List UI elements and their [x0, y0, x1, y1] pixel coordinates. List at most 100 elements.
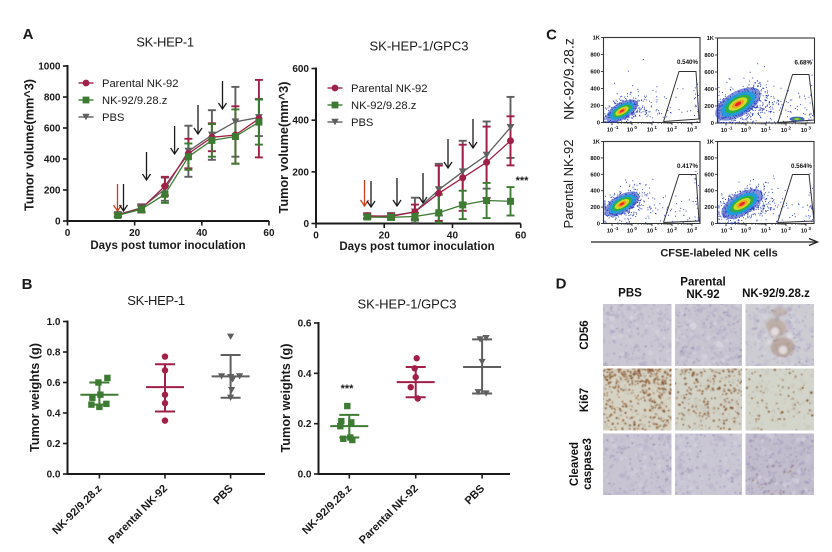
- svg-text:Ki67: Ki67: [579, 388, 591, 412]
- svg-text:0: 0: [303, 219, 309, 230]
- svg-text:60: 60: [515, 231, 527, 242]
- svg-text:0: 0: [711, 121, 714, 127]
- svg-text:800: 800: [704, 156, 714, 162]
- svg-text:PBS: PBS: [618, 288, 642, 300]
- svg-text:60: 60: [263, 228, 275, 239]
- svg-text:0.6: 0.6: [298, 319, 312, 330]
- svg-text:0.2: 0.2: [47, 439, 61, 450]
- svg-text:0: 0: [634, 226, 637, 231]
- svg-text:20: 20: [379, 231, 391, 242]
- svg-text:0: 0: [634, 125, 637, 130]
- svg-text:0: 0: [313, 231, 319, 242]
- svg-text:Parental NK-92: Parental NK-92: [102, 78, 179, 90]
- svg-text:2: 2: [674, 125, 677, 130]
- svg-text:A: A: [23, 26, 34, 43]
- svg-text:1: 1: [768, 126, 771, 131]
- svg-text:6.68%: 6.68%: [794, 60, 812, 67]
- svg-text:caspase3: caspase3: [582, 438, 594, 490]
- svg-text:600: 600: [704, 172, 714, 178]
- svg-text:200: 200: [590, 104, 600, 110]
- svg-text:0: 0: [748, 226, 751, 231]
- svg-text:C: C: [546, 26, 557, 43]
- svg-text:10: 10: [721, 229, 727, 235]
- svg-text:Parental: Parental: [680, 277, 725, 289]
- svg-text:Days post tumor inoculation: Days post tumor inoculation: [90, 240, 245, 252]
- svg-text:NK-92/9.28.z: NK-92/9.28.z: [561, 38, 577, 120]
- svg-text:10: 10: [627, 128, 633, 134]
- svg-text:NK-92/9.28.z: NK-92/9.28.z: [742, 288, 810, 300]
- svg-text:SK-HEP-1: SK-HEP-1: [127, 293, 185, 308]
- svg-text:NK-92: NK-92: [686, 289, 719, 301]
- svg-text:1K: 1K: [593, 140, 601, 146]
- svg-text:400: 400: [590, 87, 600, 93]
- svg-text:10: 10: [687, 128, 693, 134]
- svg-text:PBS: PBS: [102, 112, 124, 124]
- svg-text:20: 20: [129, 228, 141, 239]
- svg-text:0.417%: 0.417%: [677, 163, 698, 170]
- svg-text:10: 10: [687, 229, 693, 235]
- svg-text:800: 800: [590, 156, 600, 162]
- svg-text:10: 10: [667, 229, 673, 235]
- svg-text:2: 2: [674, 226, 677, 231]
- svg-text:200: 200: [704, 104, 714, 110]
- svg-text:Tumor weights (g): Tumor weights (g): [28, 343, 42, 452]
- svg-text:1: 1: [654, 125, 657, 130]
- svg-text:10: 10: [647, 229, 653, 235]
- svg-text:SK-HEP-1/GPC3: SK-HEP-1/GPC3: [358, 297, 457, 312]
- svg-text:10: 10: [647, 128, 653, 134]
- svg-text:200: 200: [590, 205, 600, 211]
- svg-text:Parental NK-92: Parental NK-92: [561, 140, 576, 229]
- svg-text:0.2: 0.2: [298, 419, 312, 430]
- svg-text:1: 1: [654, 226, 657, 231]
- svg-text:40: 40: [196, 228, 208, 239]
- svg-text:SK-HEP-1/GPC3: SK-HEP-1/GPC3: [370, 39, 469, 54]
- svg-text:0: 0: [597, 121, 600, 127]
- svg-text:NK-92/9.28.z: NK-92/9.28.z: [351, 100, 417, 112]
- svg-text:0: 0: [711, 222, 714, 228]
- svg-text:400: 400: [44, 155, 61, 166]
- svg-text:10: 10: [761, 229, 767, 235]
- svg-text:10: 10: [761, 128, 767, 134]
- svg-text:0: 0: [748, 126, 751, 131]
- svg-text:SK-HEP-1: SK-HEP-1: [136, 35, 194, 50]
- svg-text:800: 800: [704, 53, 714, 59]
- svg-text:-1: -1: [614, 226, 619, 231]
- svg-text:0.564%: 0.564%: [791, 163, 812, 170]
- svg-text:CD56: CD56: [579, 320, 591, 349]
- svg-text:600: 600: [704, 70, 714, 76]
- svg-text:600: 600: [44, 124, 61, 135]
- svg-text:200: 200: [292, 167, 309, 178]
- svg-text:0: 0: [597, 222, 600, 228]
- svg-text:10: 10: [627, 229, 633, 235]
- svg-text:0.4: 0.4: [47, 409, 61, 420]
- svg-text:400: 400: [704, 87, 714, 93]
- svg-text:800: 800: [590, 53, 600, 59]
- svg-text:1K: 1K: [707, 36, 715, 42]
- svg-text:1: 1: [768, 226, 771, 231]
- svg-text:1K: 1K: [707, 140, 715, 146]
- svg-text:0.6: 0.6: [47, 378, 61, 389]
- svg-text:***: ***: [341, 383, 355, 395]
- svg-text:600: 600: [292, 64, 309, 75]
- svg-text:10: 10: [801, 229, 807, 235]
- svg-text:-1: -1: [728, 226, 733, 231]
- svg-text:400: 400: [704, 189, 714, 195]
- svg-text:3: 3: [694, 125, 697, 130]
- svg-text:3: 3: [808, 126, 811, 131]
- svg-text:-1: -1: [614, 125, 619, 130]
- svg-text:400: 400: [292, 116, 309, 127]
- svg-text:Parental NK-92: Parental NK-92: [351, 83, 428, 95]
- svg-text:D: D: [556, 276, 567, 293]
- svg-text:2: 2: [788, 126, 791, 131]
- svg-text:Cleaved: Cleaved: [569, 442, 581, 486]
- svg-text:40: 40: [447, 231, 459, 242]
- svg-text:Tumor volume(mm^3): Tumor volume(mm^3): [23, 79, 37, 211]
- svg-text:0.0: 0.0: [298, 470, 312, 481]
- svg-text:10: 10: [801, 128, 807, 134]
- svg-text:Tumor weights (g): Tumor weights (g): [279, 343, 293, 452]
- svg-text:1.0: 1.0: [47, 317, 61, 328]
- svg-text:800: 800: [44, 93, 61, 104]
- svg-text:10: 10: [781, 128, 787, 134]
- svg-text:0.4: 0.4: [298, 369, 312, 380]
- svg-text:-1: -1: [728, 126, 733, 131]
